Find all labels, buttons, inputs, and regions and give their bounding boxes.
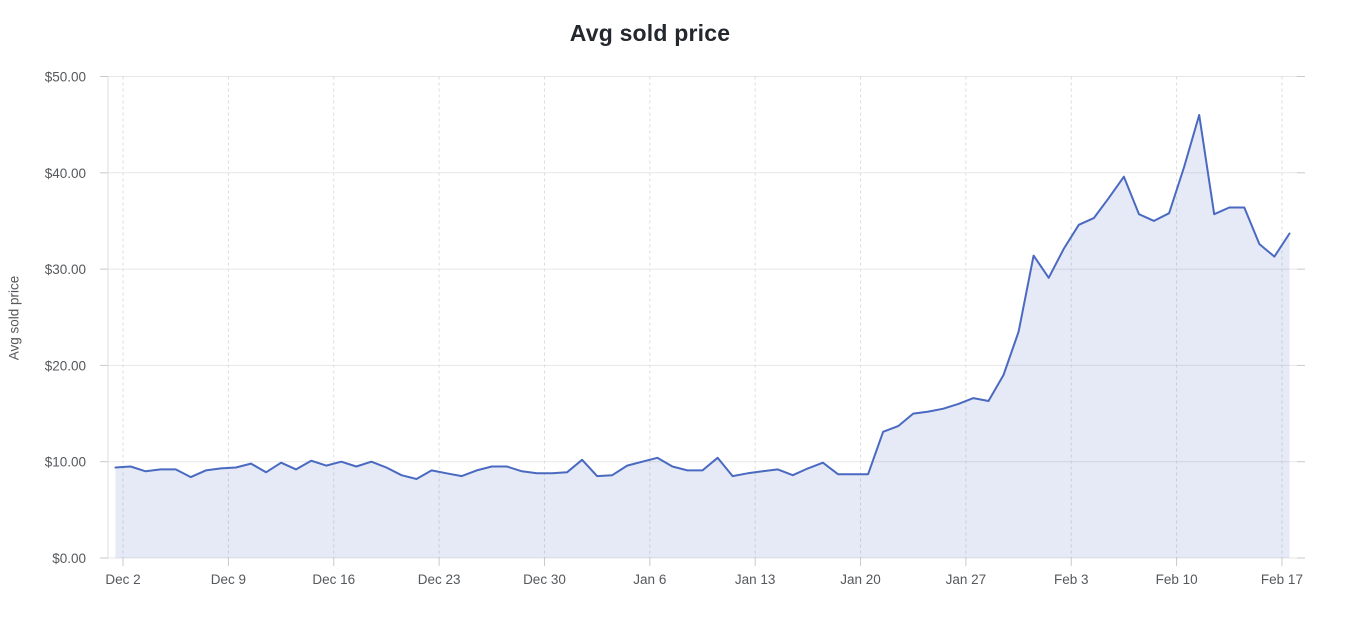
x-tick-label: Feb 3: [1054, 572, 1089, 587]
y-tick-label: $20.00: [45, 358, 86, 373]
y-tick-label: $0.00: [52, 551, 86, 566]
x-tick-label: Feb 10: [1156, 572, 1198, 587]
y-tick-label: $30.00: [45, 262, 86, 277]
x-tick-label: Dec 2: [105, 572, 140, 587]
x-tick-label: Dec 23: [418, 572, 461, 587]
x-tick-label: Dec 30: [523, 572, 566, 587]
y-tick-label: $50.00: [45, 70, 86, 85]
x-tick-label: Jan 20: [840, 572, 881, 587]
price-line-series: [114, 114, 1291, 480]
y-tick-label: $10.00: [45, 455, 86, 470]
price-area-fill: [115, 115, 1290, 558]
x-tick-label: Jan 27: [946, 572, 987, 587]
x-tick-label: Dec 9: [211, 572, 246, 587]
x-tick-label: Jan 13: [735, 572, 776, 587]
x-tick-label: Jan 6: [633, 572, 666, 587]
y-tick-label: $40.00: [45, 166, 86, 181]
x-tick-label: Feb 17: [1261, 572, 1303, 587]
chart-title: Avg sold price: [569, 20, 731, 46]
x-tick-label: Dec 16: [312, 572, 355, 587]
